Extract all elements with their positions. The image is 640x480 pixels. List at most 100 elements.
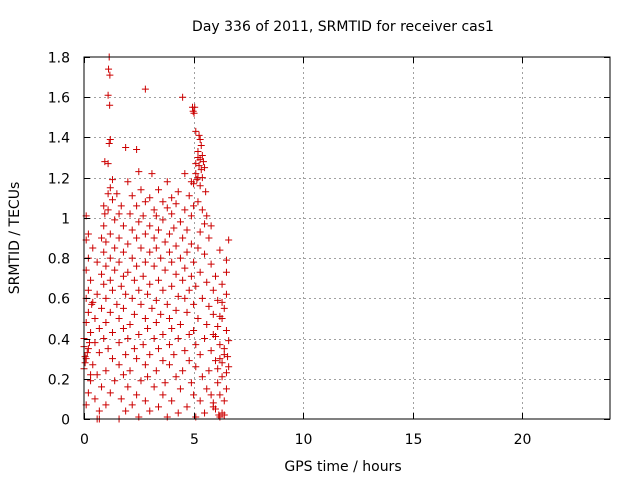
data-point [190, 391, 198, 399]
data-point [179, 234, 187, 242]
y-tick-label: 1.2 [48, 172, 70, 188]
data-point [152, 212, 160, 220]
data-point [130, 345, 138, 353]
data-point [89, 244, 97, 252]
data-point [165, 230, 173, 238]
data-point [172, 200, 180, 208]
x-tick-label: 0 [80, 432, 89, 448]
data-point [115, 339, 123, 347]
data-point [185, 331, 193, 339]
data-point [190, 300, 198, 308]
data-point [214, 322, 222, 330]
data-point [108, 176, 116, 184]
data-point [84, 230, 92, 238]
data-point [209, 310, 217, 318]
data-point [212, 272, 219, 280]
data-point [190, 180, 198, 188]
data-point [124, 335, 132, 343]
data-point [150, 206, 158, 214]
data-point [84, 389, 92, 397]
data-point [196, 182, 204, 190]
data-point [102, 367, 110, 375]
data-point [192, 170, 200, 178]
data-point [176, 385, 184, 393]
x-tick-label: 5 [190, 432, 199, 448]
grid-layer [84, 57, 610, 419]
data-point [170, 351, 178, 359]
data-point [183, 403, 191, 411]
data-point [111, 244, 119, 252]
data-point [183, 226, 191, 234]
data-point [128, 226, 136, 234]
data-point [218, 298, 226, 306]
data-point [185, 286, 193, 294]
data-point [126, 210, 134, 218]
data-point [176, 254, 184, 262]
data-point [91, 314, 99, 322]
data-point [113, 300, 121, 308]
data-point [89, 361, 97, 369]
data-point [137, 244, 145, 252]
data-point [108, 355, 116, 363]
data-point [141, 258, 149, 266]
data-point [161, 238, 169, 246]
data-point [141, 314, 149, 322]
data-point [194, 148, 202, 156]
data-point [181, 264, 189, 272]
data-point [113, 190, 121, 198]
data-point [222, 290, 230, 298]
data-point [100, 248, 108, 256]
data-point [144, 290, 152, 298]
data-point [105, 139, 113, 147]
data-point [165, 341, 173, 349]
data-point [185, 357, 193, 365]
data-point [106, 135, 114, 143]
data-point [168, 325, 176, 332]
data-point [176, 320, 184, 328]
data-point [119, 371, 127, 379]
data-point [102, 401, 110, 409]
data-point [100, 335, 108, 343]
data-point [194, 198, 202, 206]
data-point [152, 296, 160, 304]
data-point [220, 304, 228, 312]
data-point [133, 202, 141, 210]
data-point [201, 409, 209, 417]
axis-ticks: 0 0.2 0.4 0.6 0.8 1 1.2 1.4 1.6 1.8 0 5 10 15 20 [48, 51, 610, 448]
data-point [216, 312, 224, 320]
data-point [222, 268, 230, 276]
x-tick-label: 10 [295, 432, 313, 448]
data-point [170, 224, 178, 232]
data-point [106, 276, 114, 284]
data-point [190, 258, 198, 266]
data-point [139, 341, 147, 349]
data-point [85, 339, 93, 347]
data-point [148, 170, 156, 178]
data-point [137, 300, 145, 308]
data-point [146, 407, 154, 415]
data-point [104, 345, 112, 353]
data-point [150, 335, 158, 343]
data-point [100, 280, 108, 288]
data-point [168, 194, 176, 202]
data-points [80, 53, 233, 423]
data-point [95, 349, 103, 357]
y-axis-label: SRMTID / TECUs [7, 182, 23, 295]
data-point [128, 254, 136, 262]
data-point [192, 160, 200, 168]
data-point [87, 377, 95, 385]
data-point [135, 286, 143, 294]
data-point [126, 320, 134, 328]
data-point [146, 194, 154, 202]
data-point [106, 389, 114, 397]
data-point [93, 290, 101, 298]
data-point [201, 220, 209, 228]
data-point [104, 91, 112, 99]
y-tick-label: 0.4 [48, 333, 70, 349]
data-point [198, 294, 206, 302]
data-point [218, 359, 226, 367]
data-point [165, 361, 173, 369]
data-point [194, 244, 202, 252]
data-point [141, 85, 149, 93]
